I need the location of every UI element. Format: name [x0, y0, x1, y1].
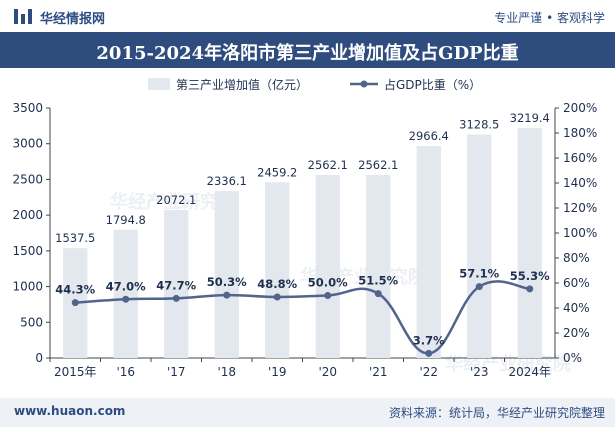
- x-tick-label-7: '22: [419, 365, 438, 379]
- ratio-label-2: 47.7%: [156, 278, 196, 292]
- bar-1: [113, 229, 138, 358]
- legend-line-label: 占GDP比重（%）: [384, 77, 481, 92]
- left-tick-label: 2000: [12, 208, 43, 222]
- slogan: 专业严谨 • 客观科学: [494, 11, 605, 25]
- ratio-point-0: [71, 299, 79, 307]
- bar-label-5: 2562.1: [308, 158, 348, 172]
- x-tick-label-2: '17: [167, 365, 186, 379]
- bar-4: [265, 182, 290, 358]
- legend-bar-swatch: [148, 78, 170, 90]
- right-tick-label: 200%: [563, 101, 597, 115]
- top-header: 华经情报网 专业严谨 • 客观科学: [0, 0, 615, 32]
- right-tick-label: 140%: [563, 176, 597, 190]
- left-tick-label: 0: [35, 351, 43, 365]
- ratio-point-9: [526, 285, 534, 293]
- left-tick-label: 3500: [12, 101, 43, 115]
- bar-label-8: 3128.5: [459, 118, 499, 132]
- right-tick-label: 120%: [563, 201, 597, 215]
- ratio-label-4: 48.8%: [257, 277, 297, 291]
- ratio-point-6: [374, 290, 382, 298]
- ratio-line: [75, 280, 530, 355]
- legend-bar-label: 第三产业增加值（亿元）: [176, 77, 308, 92]
- bar-label-6: 2562.1: [358, 158, 398, 172]
- left-tick-label: 1500: [12, 244, 43, 258]
- ratio-label-9: 55.3%: [510, 269, 550, 283]
- bar-label-1: 1794.8: [106, 213, 146, 227]
- ratio-point-4: [273, 293, 281, 301]
- title-bar: 2015-2024年洛阳市第三产业增加值及占GDP比重: [0, 32, 615, 68]
- bar-2: [164, 209, 189, 358]
- x-tick-label-1: '16: [116, 365, 135, 379]
- ratio-label-1: 47.0%: [106, 279, 146, 293]
- watermark-0: 华经产业研究院: [110, 191, 236, 213]
- left-tick-label: 3000: [12, 137, 43, 151]
- x-tick-label-9: 2024年: [508, 365, 551, 379]
- right-tick-label: 160%: [563, 151, 597, 165]
- bar-6: [366, 174, 391, 358]
- left-tick-label: 2500: [12, 172, 43, 186]
- legend-line-marker: [360, 80, 368, 88]
- logo-icon: [14, 9, 32, 24]
- brand-name: 华经情报网: [40, 12, 106, 27]
- chart-title: 2015-2024年洛阳市第三产业增加值及占GDP比重: [96, 43, 519, 64]
- ratio-point-1: [122, 295, 130, 303]
- ratio-label-7: 3.7%: [413, 333, 445, 347]
- right-tick-label: 180%: [563, 126, 597, 140]
- bar-label-9: 3219.4: [510, 111, 550, 125]
- bar-label-3: 2336.1: [207, 174, 247, 188]
- ratio-point-2: [172, 294, 180, 302]
- data-source: 资料来源：统计局，华经产业研究院整理: [388, 406, 605, 420]
- bar-label-7: 2966.4: [409, 129, 449, 143]
- bar-label-2: 2072.1: [156, 193, 196, 207]
- ratio-point-7: [425, 349, 433, 357]
- bar-label-0: 1537.5: [55, 231, 95, 245]
- ratio-point-5: [324, 292, 332, 299]
- right-tick-label: 40%: [563, 301, 590, 315]
- right-tick-label: 0%: [563, 351, 582, 365]
- ratio-point-3: [223, 291, 231, 299]
- bar-3: [214, 191, 239, 358]
- x-tick-label-8: '23: [470, 365, 489, 379]
- left-tick-label: 500: [20, 315, 43, 329]
- ratio-label-0: 44.3%: [55, 283, 95, 297]
- x-tick-label-4: '19: [268, 365, 287, 379]
- x-tick-label-6: '21: [369, 365, 388, 379]
- ratio-label-8: 57.1%: [459, 267, 499, 281]
- bar-7: [416, 146, 441, 358]
- right-tick-label: 80%: [563, 251, 590, 265]
- right-tick-label: 100%: [563, 226, 597, 240]
- right-tick-label: 60%: [563, 276, 590, 290]
- site-url: www.huaon.com: [14, 404, 126, 418]
- x-tick-label-0: 2015年: [54, 365, 97, 379]
- x-tick-label-3: '18: [217, 365, 236, 379]
- ratio-label-6: 51.5%: [358, 274, 398, 288]
- footer-bar: www.huaon.com 资料来源：统计局，华经产业研究院整理: [0, 398, 615, 427]
- ratio-point-8: [475, 283, 483, 291]
- x-tick-label-5: '20: [318, 365, 337, 379]
- right-tick-label: 20%: [563, 326, 590, 340]
- ratio-label-3: 50.3%: [207, 275, 247, 289]
- bar-5: [315, 174, 340, 358]
- left-tick-label: 1000: [12, 280, 43, 294]
- bar-9: [517, 128, 542, 358]
- bar-label-4: 2459.2: [257, 165, 297, 179]
- ratio-label-5: 50.0%: [308, 276, 348, 290]
- bar-8: [467, 134, 492, 358]
